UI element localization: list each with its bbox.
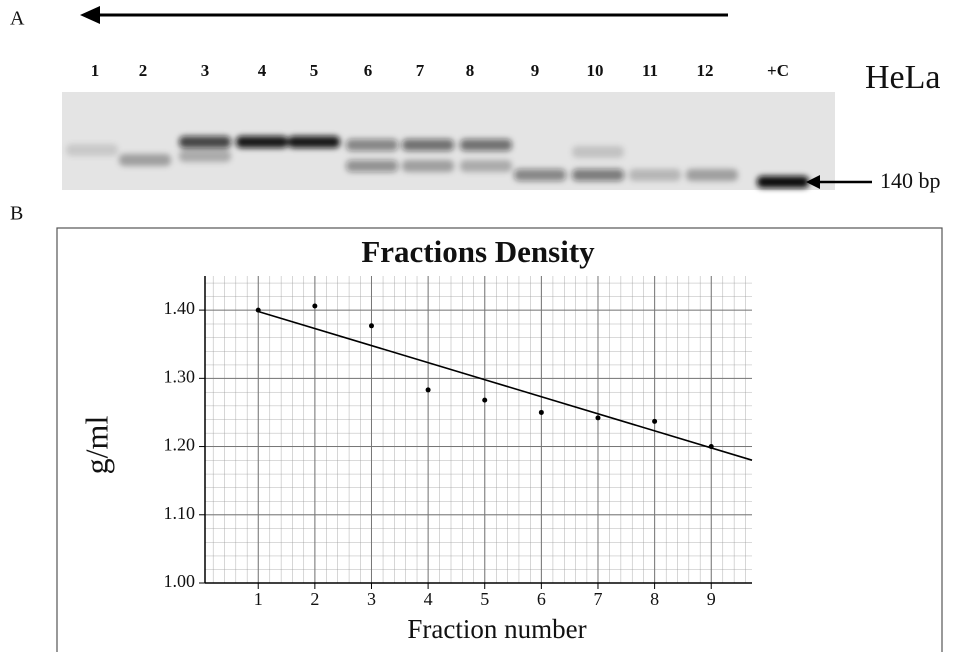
band (66, 144, 118, 156)
data-point (538, 409, 544, 415)
x-tick-label: 9 (707, 589, 716, 609)
x-tick-label: 8 (650, 589, 659, 609)
band (119, 154, 171, 166)
marker-arrow-head (806, 175, 820, 189)
band (179, 150, 231, 162)
cell-line-label: HeLa (865, 59, 941, 96)
trend-line (257, 310, 753, 461)
marker-label: 140 bp (880, 168, 941, 193)
chart-title: Fractions Density (361, 234, 595, 269)
panel-label: A (10, 8, 25, 30)
x-tick-label: 7 (593, 589, 602, 609)
data-point (652, 418, 658, 424)
x-axis-label: Fraction number (407, 614, 586, 644)
lane-label: 7 (416, 61, 425, 80)
band (402, 160, 454, 172)
x-tick-label: 3 (367, 589, 376, 609)
y-tick-label: 1.40 (164, 298, 196, 318)
band (514, 169, 566, 181)
data-point (255, 307, 261, 313)
data-point (708, 444, 714, 450)
x-tick-label: 2 (310, 589, 319, 609)
band (572, 169, 624, 181)
x-tick-label: 4 (424, 589, 433, 609)
lane-label: 12 (697, 61, 714, 80)
minor-grid (205, 276, 752, 583)
panel-label: B (10, 203, 23, 225)
lane-label: 10 (587, 61, 604, 80)
lane-label: +C (767, 61, 789, 80)
band (179, 136, 231, 148)
band (757, 176, 809, 188)
lane-label: 11 (642, 61, 658, 80)
band (460, 160, 512, 172)
x-tick-label: 6 (537, 589, 546, 609)
band (686, 169, 738, 181)
band (236, 136, 288, 148)
lane-label: 5 (310, 61, 319, 80)
band (402, 139, 454, 151)
band (460, 139, 512, 151)
gel-bands (66, 136, 809, 188)
band (572, 146, 624, 158)
band (346, 139, 398, 151)
data-point (595, 415, 601, 421)
lane-label: 2 (139, 61, 148, 80)
x-tick-label: 1 (254, 589, 263, 609)
lane-label: 9 (531, 61, 540, 80)
y-tick-label: 1.00 (164, 571, 196, 591)
lane-label: 6 (364, 61, 373, 80)
arrow-head (80, 6, 100, 24)
y-tick-label: 1.10 (164, 503, 196, 523)
band (629, 169, 681, 181)
chart-frame (56, 227, 943, 652)
lane-label: 1 (91, 61, 100, 80)
data-point (482, 397, 488, 403)
lane-label: 3 (201, 61, 210, 80)
lane-label: 8 (466, 61, 475, 80)
y-tick-label: 1.30 (164, 366, 196, 386)
x-tick-label: 5 (480, 589, 489, 609)
band (288, 136, 340, 148)
data-point (425, 387, 431, 393)
data-point (312, 303, 318, 309)
band (346, 160, 398, 172)
lane-label: 4 (258, 61, 267, 80)
y-axis-label: g/ml (78, 416, 114, 475)
data-point (368, 323, 374, 329)
y-tick-label: 1.20 (164, 435, 196, 455)
